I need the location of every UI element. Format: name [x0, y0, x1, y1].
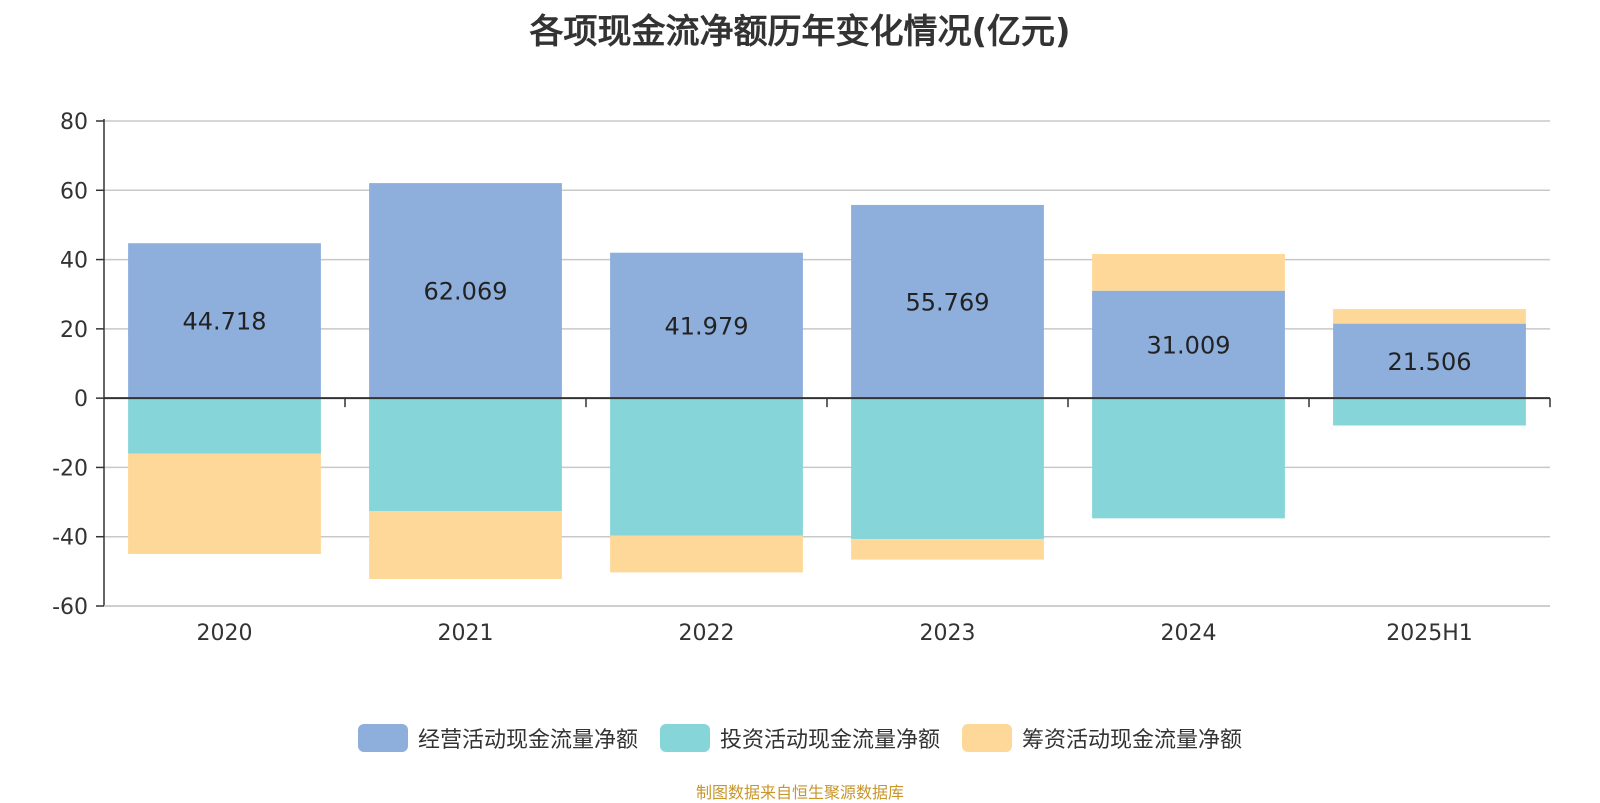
data-label-operating-2022: 41.979: [665, 312, 749, 340]
source-note: 制图数据来自恒生聚源数据库: [695, 783, 904, 802]
y-tick-label: 20: [60, 318, 88, 343]
x-tick-label: 2024: [1161, 621, 1217, 646]
bar-investing-2020: [128, 398, 321, 454]
data-label-operating-2021: 62.069: [424, 278, 508, 306]
y-tick-label: 60: [60, 179, 88, 204]
legend-swatch-financing: [962, 724, 1012, 752]
bar-financing-2024: [1092, 253, 1285, 291]
legend-swatch-operating: [357, 724, 408, 752]
y-tick-label: -60: [52, 595, 88, 620]
data-label-operating-2020: 44.718: [183, 308, 267, 336]
bar-operating-2023: [851, 204, 1044, 399]
bar-investing-2023: [851, 398, 1044, 540]
bar-investing-2021: [369, 398, 562, 512]
bar-operating-2025H1: [1333, 323, 1526, 399]
bar-financing-2021: [369, 511, 562, 579]
y-tick-label: 40: [60, 249, 88, 274]
legend-label-investing: 投资活动现金流量净额: [719, 728, 940, 753]
bar-investing-2024: [1092, 398, 1285, 519]
legend-swatch-investing: [659, 724, 710, 752]
legend-label-financing: 筹资活动现金流量净额: [1022, 728, 1243, 753]
bar-operating-2022: [610, 252, 803, 399]
bar-financing-2025H1: [1333, 309, 1526, 324]
x-tick-label: 2023: [920, 621, 976, 646]
y-tick-label: 80: [60, 110, 88, 135]
bar-operating-2021: [369, 183, 562, 399]
x-tick-label: 2022: [679, 621, 735, 646]
y-tick-label: -40: [52, 526, 88, 551]
legend-item-operating[interactable]: 经营活动现金流量净额: [357, 722, 638, 754]
y-tick-label: -20: [52, 456, 88, 481]
bar-investing-2025H1: [1333, 398, 1526, 426]
bar-operating-2020: [128, 243, 321, 399]
bar-operating-2024: [1092, 290, 1285, 399]
chart-title: 各项现金流净额历年变化情况(亿元): [529, 12, 1071, 52]
bar-financing-2023: [851, 539, 1044, 560]
chart-legend: 经营活动现金流量净额 投资活动现金流量净额 筹资活动现金流量净额: [0, 722, 1600, 754]
bar-financing-2022: [610, 535, 803, 573]
x-tick-label: 2020: [197, 621, 253, 646]
data-label-operating-2024: 31.009: [1147, 331, 1231, 359]
data-label-operating-2025H1: 21.506: [1388, 348, 1472, 376]
bar-investing-2022: [610, 398, 803, 536]
legend-label-operating: 经营活动现金流量净额: [417, 728, 638, 753]
legend-item-financing[interactable]: 筹资活动现金流量净额: [962, 722, 1242, 754]
x-tick-label: 2025H1: [1386, 621, 1473, 646]
legend-item-investing[interactable]: 投资活动现金流量净额: [659, 722, 940, 754]
data-label-operating-2023: 55.769: [906, 289, 990, 317]
y-tick-label: 0: [74, 387, 88, 412]
bar-financing-2020: [128, 453, 321, 555]
x-tick-label: 2021: [438, 621, 494, 646]
